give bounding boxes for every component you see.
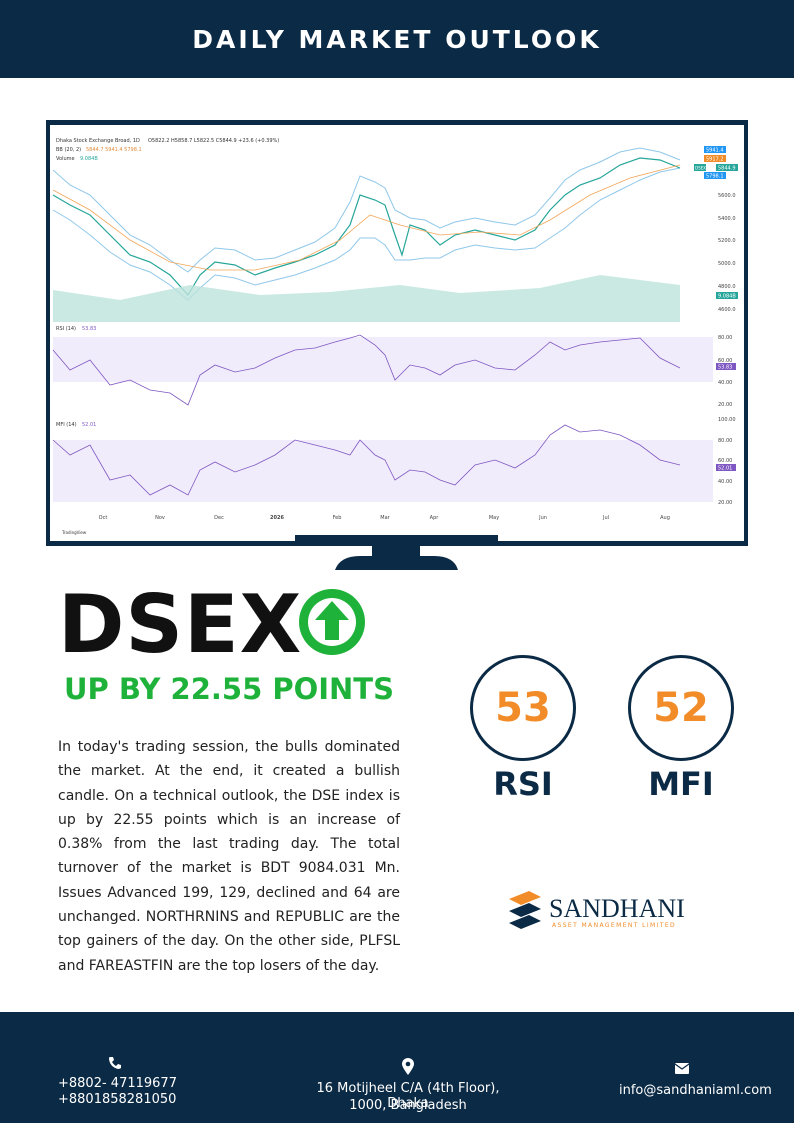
tag — [716, 292, 738, 299]
month-label: Jun — [538, 515, 547, 521]
info: Dhaka Stock Exchange Broad, 1D — [56, 138, 140, 144]
rsi-tick: 20.00 — [718, 402, 732, 408]
monitor-neck — [372, 544, 420, 558]
tag — [716, 363, 736, 370]
rsi-line — [52, 334, 681, 406]
price-tick: 4600.0 — [718, 307, 736, 313]
monitor-base — [335, 556, 458, 570]
mfi-band — [53, 440, 713, 502]
month-label: Nov — [155, 515, 165, 521]
price-tag: 5941.4 — [706, 148, 724, 154]
volume-tag: 9.084B — [718, 294, 736, 300]
index-change: UP BY 22.55 POINTS — [64, 672, 394, 706]
header: DAILY MARKET OUTLOOK — [0, 0, 794, 78]
volume-area — [53, 275, 680, 322]
month-label: May — [489, 515, 499, 521]
rsi-band — [53, 337, 713, 382]
info: BB (20, 2) — [56, 147, 81, 153]
mfi-value: 52.01 — [82, 422, 96, 428]
price-tag: 5798.1 — [706, 174, 724, 180]
mfi-label: MFI — [648, 765, 714, 803]
rsi-value: 53 — [470, 655, 576, 761]
branding: TradingView — [61, 530, 87, 535]
month-label: Oct — [99, 515, 108, 521]
price-line — [52, 157, 681, 297]
monitor-bezel — [295, 535, 498, 541]
price-tick: 5000.0 — [718, 261, 736, 267]
rsi-tick: 40.00 — [718, 380, 732, 386]
chart-screenshot: Dhaka Stock Exchange Broad, 1D O5822.2 H… — [46, 120, 748, 570]
month-label: Jul — [602, 515, 609, 521]
mfi-tick: 60.00 — [718, 458, 732, 464]
mfi-value: 52 — [628, 655, 734, 761]
info: O5822.2 H5858.7 L5822.5 C5844.9 +23.6 (+… — [148, 138, 279, 144]
month-label: Dec — [214, 515, 224, 521]
address: 16 Motijheel C/A (4th Floor), Dhaka — [316, 1081, 500, 1111]
month-label: Feb — [333, 515, 342, 521]
mfi-tick: 40.00 — [718, 479, 732, 485]
mfi-tick: 20.00 — [718, 500, 732, 506]
rsi-value: 53.83 — [82, 326, 96, 332]
rsi-label: RSI (14) — [56, 326, 76, 332]
info: 9.084B — [80, 156, 98, 162]
rsi-tag: 53.83 — [718, 365, 732, 371]
mfi-tick: 80.00 — [718, 438, 732, 444]
price-tick: 5600.0 — [718, 193, 736, 199]
rsi-tick: 60.00 — [718, 358, 732, 364]
rsi-label: RSI — [493, 765, 553, 803]
tag — [704, 155, 726, 162]
mfi-line — [52, 424, 681, 496]
price-tick: 5200.0 — [718, 238, 736, 244]
address: 1000, Bangladesh — [349, 1098, 467, 1113]
up-icon — [299, 589, 365, 655]
tag — [694, 164, 706, 171]
logo: SANDHANI ASSET MANAGEMENT LIMITED — [509, 891, 685, 929]
symbol-tag: DSEX — [695, 166, 706, 171]
phone: +8801858281050 — [58, 1092, 177, 1107]
band-lower — [52, 167, 681, 301]
summary: In today's trading session, the bulls do… — [58, 739, 400, 974]
month-label: Mar — [380, 515, 390, 521]
basis-line — [52, 164, 681, 271]
tag — [716, 164, 738, 171]
price-tag: 5844.9 — [718, 166, 736, 172]
logo-name: SANDHANI — [549, 894, 685, 923]
month-label: Aug — [660, 515, 670, 521]
pin-icon — [402, 1058, 414, 1075]
phone-icon — [109, 1057, 121, 1069]
mfi-tick: 100.00 — [718, 417, 736, 423]
footer: +8802- 47119677 +8801858281050 16 Motijh… — [0, 1012, 794, 1123]
price-tick: 5400.0 — [718, 216, 736, 222]
mfi-tag: 52.01 — [718, 466, 732, 472]
info: 5844.7 5941.4 5798.1 — [86, 147, 142, 153]
header-title: DAILY MARKET OUTLOOK — [192, 25, 602, 54]
phone: +8802- 47119677 — [58, 1076, 177, 1091]
info: Volume — [56, 156, 75, 162]
tag — [704, 146, 726, 153]
index-name: DSEX — [58, 578, 303, 671]
mfi-label: MFI (14) — [56, 422, 77, 428]
mail-icon — [675, 1063, 689, 1074]
band-upper — [52, 147, 681, 273]
email: info@sandhaniaml.com — [619, 1083, 772, 1098]
price-tick: 4800.0 — [718, 284, 736, 290]
price-tag: 5917.2 — [706, 157, 724, 163]
month-label: 2026 — [270, 515, 284, 521]
rsi-tick: 80.00 — [718, 335, 732, 341]
tag — [716, 464, 736, 471]
logo-tagline: ASSET MANAGEMENT LIMITED — [552, 922, 676, 929]
tag — [704, 172, 726, 179]
month-label: Apr — [430, 515, 440, 521]
